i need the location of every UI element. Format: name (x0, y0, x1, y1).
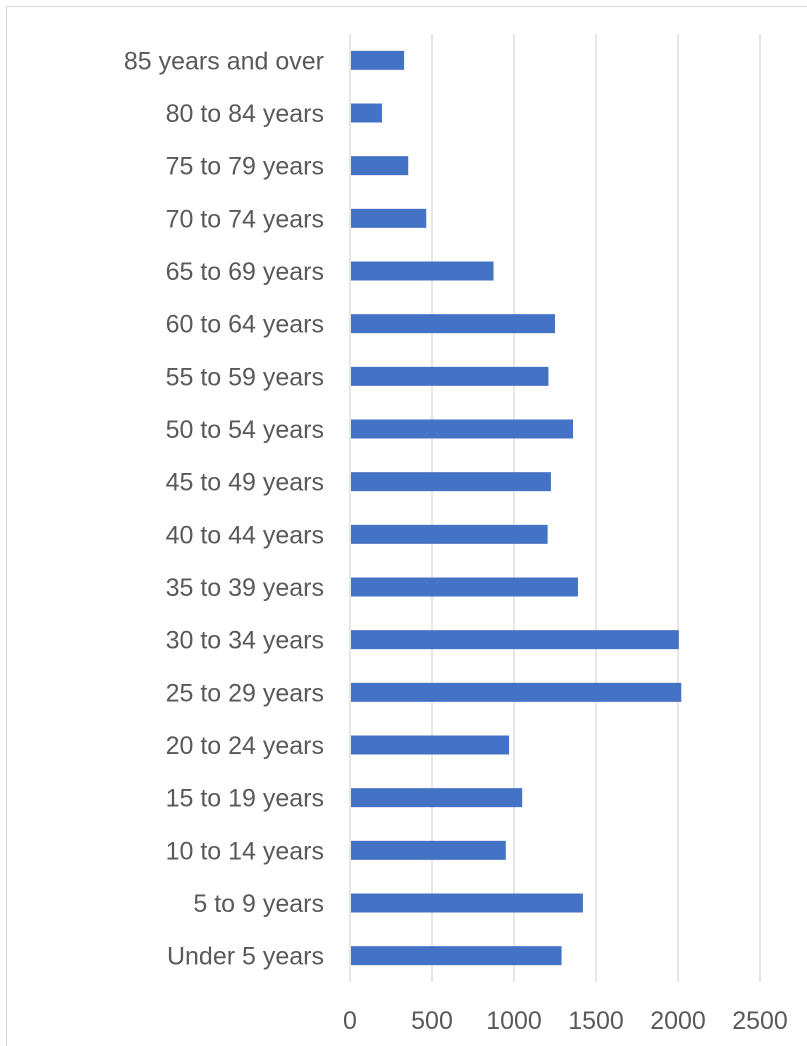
bars (351, 50, 682, 966)
category-label: 55 to 59 years (166, 363, 324, 391)
category-label: 10 to 14 years (166, 837, 324, 865)
category-label: 15 to 19 years (166, 785, 324, 813)
bar (351, 893, 583, 913)
x-tick-label: 2500 (732, 1007, 788, 1035)
x-tick-label: 1000 (486, 1007, 542, 1035)
category-label: 35 to 39 years (166, 574, 324, 602)
bar (351, 682, 682, 702)
category-label: 20 to 24 years (166, 732, 324, 760)
bar (351, 156, 409, 176)
bar (351, 577, 578, 597)
bar (351, 314, 555, 334)
category-label: 45 to 49 years (166, 469, 324, 497)
category-label: 50 to 54 years (166, 416, 324, 444)
chart-frame (6, 6, 807, 1046)
category-label: 30 to 34 years (166, 627, 324, 655)
bar (351, 472, 551, 492)
x-tick-label: 2000 (650, 1007, 706, 1035)
x-tick-labels: 0 500 1000 1500 2000 2500 (343, 1007, 788, 1035)
category-label: 40 to 44 years (166, 521, 324, 549)
bar (351, 366, 549, 386)
bar (351, 208, 427, 228)
category-label: 60 to 64 years (166, 311, 324, 339)
bar (351, 50, 405, 70)
category-label: 25 to 29 years (166, 679, 324, 707)
category-label: 80 to 84 years (166, 100, 324, 128)
bar (351, 840, 506, 860)
bar (351, 103, 382, 123)
gridlines (349, 34, 761, 982)
category-labels: 85 years and over 80 to 84 years 75 to 79 … (124, 47, 324, 970)
bar (351, 946, 562, 966)
x-tick-label: 500 (411, 1007, 453, 1035)
bar (351, 524, 548, 544)
category-label: 70 to 74 years (166, 205, 324, 233)
category-label: Under 5 years (167, 943, 324, 971)
bar (351, 261, 494, 281)
category-label: 65 to 69 years (166, 258, 324, 286)
bar (351, 630, 679, 650)
category-label: 85 years and over (124, 47, 324, 75)
x-tick-label: 0 (343, 1007, 357, 1035)
bar (351, 788, 523, 808)
bar (351, 419, 574, 439)
bar (351, 735, 510, 755)
category-label: 75 to 79 years (166, 153, 324, 181)
category-label: 5 to 9 years (193, 890, 324, 918)
x-tick-label: 1500 (568, 1007, 624, 1035)
